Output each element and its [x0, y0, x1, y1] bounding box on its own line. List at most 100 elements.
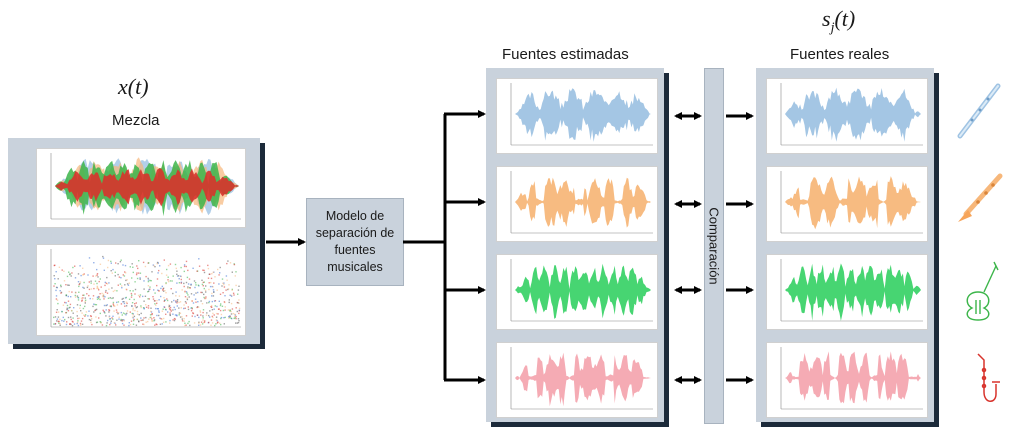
spectrogram-dot — [235, 271, 237, 273]
spectrogram-dot — [54, 283, 56, 285]
spectrogram-dot — [106, 304, 108, 306]
spectrogram-dot — [70, 275, 72, 277]
spectrogram-dot — [220, 317, 222, 320]
spectrogram-dot — [212, 295, 215, 297]
spectrogram-dot — [80, 297, 83, 299]
spectrogram-dot — [131, 312, 133, 315]
spectrogram-dot — [238, 302, 240, 304]
spectrogram-dot — [77, 281, 80, 283]
spectrogram-dot — [208, 301, 210, 304]
estimated-plot-pink — [496, 342, 658, 418]
spectrogram-dot — [174, 263, 177, 266]
spectrogram-dot — [158, 310, 160, 312]
spectrogram-dot — [109, 305, 111, 307]
estimated-wave-pink — [510, 347, 653, 410]
spectrogram-dot — [153, 320, 155, 322]
spectrogram-dot — [147, 277, 149, 280]
spectrogram-dot — [203, 271, 206, 274]
spectrogram-dot — [96, 274, 98, 276]
real-wave-fill-1 — [785, 176, 921, 230]
spectrogram-dot — [123, 320, 125, 322]
spectrogram-dot — [106, 322, 108, 324]
spectrogram-dot — [61, 311, 63, 313]
spectrogram-dot — [55, 298, 58, 300]
spectrogram-dot — [78, 285, 80, 288]
spectrogram-dot — [88, 288, 91, 291]
spectrogram-dot — [120, 318, 122, 321]
spectrogram-dot — [207, 277, 210, 279]
spectrogram-dot — [84, 301, 86, 303]
spectrogram-dot — [219, 309, 222, 312]
spectrogram-dot — [96, 296, 99, 298]
spectrogram-dot — [93, 303, 95, 305]
mix-wave-red — [55, 168, 239, 207]
spectrogram-dot — [236, 310, 238, 313]
spectrogram-dot — [188, 320, 190, 323]
real-wave-orange — [780, 171, 923, 234]
spectrogram-dot — [211, 309, 214, 311]
spectrogram-dot — [117, 301, 120, 303]
spectrogram-dot — [53, 285, 55, 287]
spectrogram-dot — [184, 307, 186, 309]
spectrogram-dot — [54, 316, 57, 318]
spectrogram-dot — [208, 288, 210, 291]
spectrogram-dot — [139, 278, 141, 280]
spectrogram-dot — [154, 266, 156, 268]
spectrogram-dot — [119, 283, 122, 285]
spectrogram-dot — [102, 293, 105, 296]
spectrogram-dot — [140, 317, 142, 319]
spectrogram-dot — [79, 304, 81, 307]
spectrogram-dot — [115, 309, 118, 311]
spectrogram-dot — [136, 318, 138, 320]
spectrogram-dot — [229, 316, 231, 319]
spectrogram-dot — [113, 304, 115, 306]
spectrogram-dot — [172, 319, 174, 321]
spectrogram-dot — [204, 320, 206, 322]
spectrogram-dot — [148, 288, 150, 291]
mixture-waveform-svg — [50, 153, 241, 220]
spectrogram-dot — [214, 276, 216, 278]
spectrogram-dot — [67, 284, 69, 286]
spectrogram-dot — [187, 322, 189, 325]
spectrogram-dot — [109, 297, 111, 299]
spectrogram-dot — [69, 273, 71, 275]
spectrogram-dot — [198, 258, 200, 260]
est-plot-3-axes — [510, 347, 653, 410]
spectrogram-dot — [193, 322, 196, 324]
real-plot-3-axes — [780, 347, 923, 410]
spectrogram-dot — [197, 291, 199, 294]
spectrogram-dot — [145, 304, 147, 306]
spectrogram-dot — [217, 308, 220, 310]
spectrogram-dot — [125, 314, 127, 316]
spectrogram-dot — [80, 320, 83, 322]
spectrogram-dot — [194, 298, 197, 300]
est-plot-2-axes — [510, 259, 653, 322]
spectrogram-dot — [126, 283, 129, 285]
spectrogram-dot — [210, 304, 213, 307]
spectrogram-dot — [217, 313, 219, 315]
spectrogram-dot — [237, 289, 240, 291]
spectrogram-dot — [229, 310, 231, 312]
spectrogram-dot — [220, 313, 223, 316]
spectrogram-dot — [191, 307, 193, 309]
spectrogram-dot — [139, 294, 142, 296]
spectrogram-dot — [98, 296, 100, 298]
spectrogram-dot — [197, 301, 199, 303]
spectrogram-dot — [66, 304, 69, 307]
spectrogram-dot — [235, 284, 237, 287]
spectrogram-dot — [198, 324, 200, 326]
spectrogram-dot — [124, 271, 126, 273]
spectrogram-dot — [71, 325, 74, 327]
spectrogram-dot — [67, 316, 70, 319]
spectrogram-dot — [187, 287, 189, 289]
spectrogram-dot — [151, 318, 153, 320]
spectrogram-dot — [128, 282, 130, 284]
spectrogram-dot — [133, 315, 136, 318]
spectrogram-dot — [55, 289, 57, 292]
spectrogram-dot — [223, 317, 225, 319]
spectrogram-dot — [134, 293, 136, 295]
spectrogram-dot — [124, 313, 126, 315]
spectrogram-dot — [117, 312, 120, 314]
spectrogram-dot — [147, 285, 150, 287]
real-plot-blue — [766, 78, 928, 154]
